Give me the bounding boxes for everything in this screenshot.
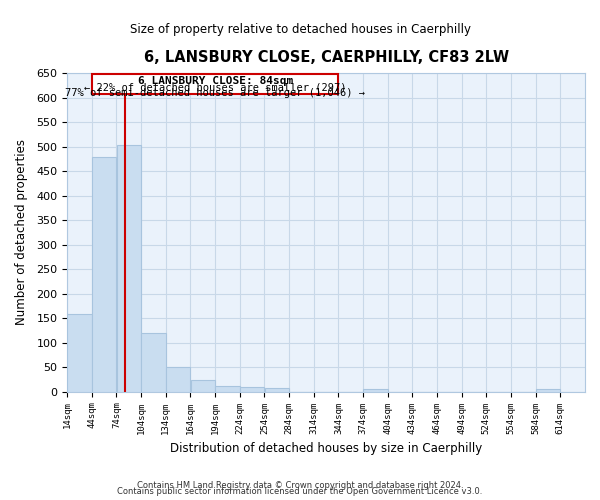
Bar [215, 386, 239, 392]
Text: 6 LANSBURY CLOSE: 84sqm: 6 LANSBURY CLOSE: 84sqm [137, 76, 293, 86]
Bar [265, 388, 289, 392]
Bar [92, 158, 116, 392]
FancyBboxPatch shape [92, 74, 338, 94]
Bar [536, 389, 560, 392]
Bar [141, 333, 166, 392]
Title: 6, LANSBURY CLOSE, CAERPHILLY, CF83 2LW: 6, LANSBURY CLOSE, CAERPHILLY, CF83 2LW [143, 50, 509, 65]
X-axis label: Distribution of detached houses by size in Caerphilly: Distribution of detached houses by size … [170, 442, 482, 455]
Text: Contains public sector information licensed under the Open Government Licence v3: Contains public sector information licen… [118, 487, 482, 496]
Text: Size of property relative to detached houses in Caerphilly: Size of property relative to detached ho… [130, 22, 470, 36]
Bar [166, 367, 190, 392]
Text: ← 22% of detached houses are smaller (297): ← 22% of detached houses are smaller (29… [84, 82, 346, 92]
Text: Contains HM Land Registry data © Crown copyright and database right 2024.: Contains HM Land Registry data © Crown c… [137, 481, 463, 490]
Bar [363, 389, 388, 392]
Text: 77% of semi-detached houses are larger (1,046) →: 77% of semi-detached houses are larger (… [65, 88, 365, 99]
Bar [191, 380, 215, 392]
Bar [67, 314, 92, 392]
Y-axis label: Number of detached properties: Number of detached properties [15, 140, 28, 326]
Bar [240, 387, 265, 392]
Bar [116, 145, 141, 392]
